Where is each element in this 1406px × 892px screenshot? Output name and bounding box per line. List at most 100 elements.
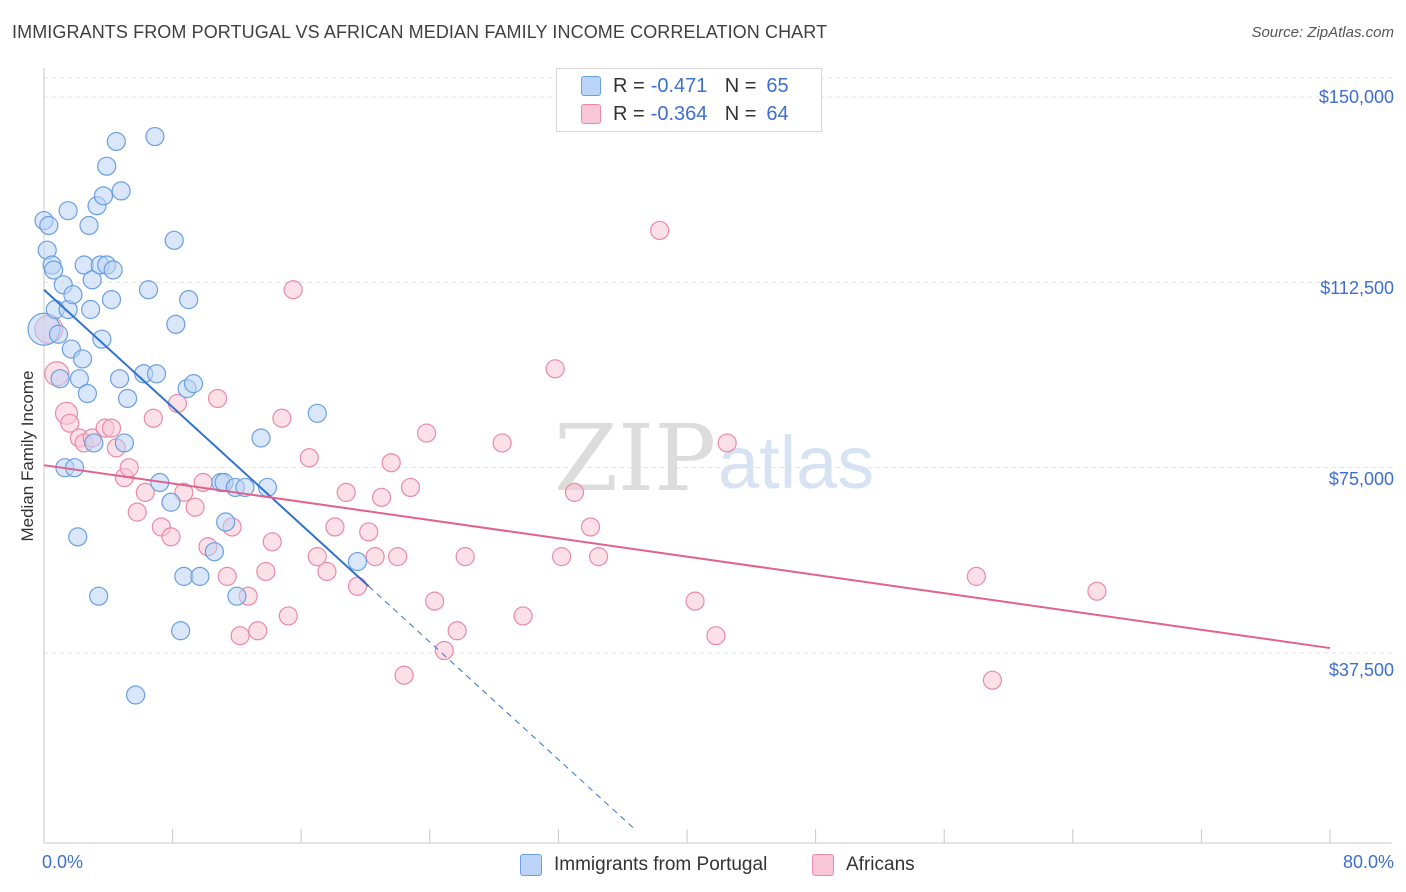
portugal-point	[111, 181, 131, 201]
africans-point	[365, 547, 385, 567]
portugal-point	[161, 492, 181, 512]
legend-swatch-africans	[581, 104, 601, 124]
africans-point	[545, 359, 565, 379]
portugal-point	[227, 586, 247, 606]
africans-point	[400, 477, 421, 498]
africans-point	[492, 433, 512, 453]
africans-point	[982, 670, 1003, 690]
gridlines	[44, 77, 1392, 654]
africans-point	[552, 547, 572, 567]
africans-point	[588, 547, 609, 567]
africans-point	[717, 433, 737, 453]
x-tick-label-max: 80.0%	[1342, 852, 1394, 872]
legend-n-value: 65	[766, 74, 789, 97]
portugal-point	[48, 324, 69, 344]
africans-point	[564, 482, 585, 502]
portugal-point	[179, 290, 199, 310]
portugal-point	[166, 314, 186, 334]
portugal-point	[92, 329, 112, 349]
portugal-point	[93, 186, 114, 206]
africans-point	[388, 547, 408, 567]
africans-point	[230, 626, 250, 646]
legend-n-label: N =	[724, 74, 757, 97]
portugal-point	[183, 374, 204, 394]
africans-point	[143, 408, 163, 428]
portugal-point	[146, 364, 167, 384]
africans-point	[1087, 581, 1107, 601]
legend-r-value: -0.364	[650, 102, 708, 125]
bottom-legend-swatch	[812, 854, 834, 876]
portugal-point	[145, 126, 165, 147]
africans-point	[256, 561, 276, 582]
y-tick-label: $37,500	[1328, 660, 1394, 680]
africans-point	[185, 497, 205, 517]
portugal-point	[81, 299, 101, 320]
africans-point	[580, 517, 601, 537]
y-tick-label: $112,500	[1320, 278, 1394, 298]
legend-n-label: N =	[724, 102, 757, 125]
portugal-point	[69, 369, 89, 389]
portugal-point	[44, 260, 64, 280]
trendlines	[43, 289, 1331, 831]
portugal-point	[101, 290, 122, 310]
africans-point	[174, 482, 194, 502]
africans-point	[208, 388, 228, 409]
portugal-point	[72, 349, 93, 369]
portugal-point	[347, 551, 368, 572]
y-tick-label: $150,000	[1318, 87, 1394, 107]
y-axis-title: Median Family Income	[18, 370, 37, 542]
axes	[43, 68, 1392, 844]
portugal-point	[190, 566, 210, 586]
africans-point	[371, 487, 392, 507]
portugal-point	[204, 542, 224, 562]
africans-point	[317, 561, 337, 582]
africans-point	[359, 522, 379, 542]
africans-point	[455, 547, 475, 567]
portugal-point	[164, 230, 184, 250]
africans-point	[513, 606, 533, 626]
africans-point	[283, 280, 303, 300]
legend-r-label: R =	[613, 102, 645, 125]
portugal-point	[89, 586, 109, 606]
africans-point	[706, 626, 726, 646]
africans-point	[248, 621, 268, 641]
bottom-legend-swatch	[520, 854, 542, 876]
africans-point	[135, 482, 155, 502]
portugal-point	[216, 512, 236, 532]
source-label: Source: ZipAtlas.com	[1251, 24, 1394, 41]
bottom-legend-label: Africans	[846, 854, 915, 875]
africans-point	[101, 418, 122, 438]
africans-point	[650, 220, 670, 241]
portugal-point	[117, 388, 138, 409]
portugal-point	[114, 433, 134, 453]
portugal-point	[82, 270, 102, 290]
africans-point	[416, 423, 437, 443]
africans-point	[161, 527, 181, 547]
portugal-point	[235, 477, 255, 498]
portugal-point	[109, 369, 130, 389]
portugal-point	[126, 685, 146, 705]
portugal-point	[50, 369, 70, 389]
africans-point	[127, 502, 147, 522]
africans-point	[325, 517, 345, 537]
stats-legend: R = -0.471 N = 65 R = -0.364 N = 64	[556, 68, 822, 132]
portugal-point	[79, 215, 99, 236]
africans-point	[381, 453, 401, 473]
x-tick-label-min: 0.0%	[42, 852, 84, 872]
legend-n-value: 64	[766, 102, 789, 125]
portugal-point	[106, 131, 126, 152]
portugal-point	[138, 280, 159, 300]
portugal-trendline-extension	[368, 585, 636, 831]
africans-point	[394, 665, 414, 685]
portugal-point	[307, 403, 327, 423]
portugal-point	[103, 260, 123, 280]
portugal-series	[27, 126, 368, 705]
portugal-point	[63, 285, 83, 305]
africans-point	[299, 448, 319, 468]
africans-point	[60, 413, 80, 433]
africans-point	[278, 606, 298, 626]
y-tick-label: $75,000	[1328, 469, 1394, 489]
africans-trendline	[43, 464, 1331, 650]
portugal-trendline	[43, 289, 370, 588]
